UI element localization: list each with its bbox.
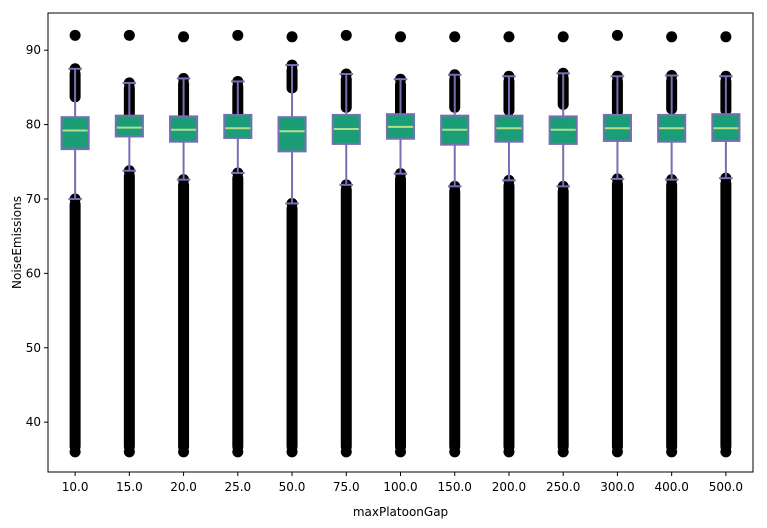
flier-band-lower bbox=[340, 184, 352, 452]
flier-group bbox=[178, 31, 190, 458]
flier-point-bottom bbox=[232, 446, 244, 458]
y-axis-label: NoiseEmissions bbox=[10, 196, 24, 289]
x-tick-label: 15.0 bbox=[116, 480, 143, 494]
flier-point-bottom bbox=[666, 446, 678, 458]
flier-point-top bbox=[503, 31, 515, 43]
flier-band-lower bbox=[720, 178, 732, 452]
y-tick-label: 40 bbox=[26, 415, 41, 429]
flier-point-top bbox=[611, 29, 623, 41]
flier-point-bottom bbox=[503, 446, 515, 458]
box-group-150.0 bbox=[440, 31, 470, 458]
flier-band-lower bbox=[666, 179, 678, 452]
x-tick-label: 100.0 bbox=[383, 480, 417, 494]
x-tick-label: 200.0 bbox=[492, 480, 526, 494]
flier-group bbox=[286, 31, 298, 458]
box-group-300.0 bbox=[602, 29, 632, 458]
flier-band-lower bbox=[69, 198, 81, 452]
flier-group bbox=[557, 31, 569, 458]
flier-point-bottom bbox=[340, 446, 352, 458]
flier-point-top bbox=[286, 31, 298, 43]
flier-point-bottom bbox=[286, 446, 298, 458]
box-group-20.0 bbox=[169, 31, 199, 458]
flier-point-bottom bbox=[449, 446, 461, 458]
flier-point-top bbox=[557, 31, 569, 43]
box-group-75.0 bbox=[331, 29, 361, 458]
box-group-400.0 bbox=[657, 31, 687, 458]
flier-point-top bbox=[123, 29, 135, 41]
flier-point-top bbox=[340, 29, 352, 41]
box-group-15.0 bbox=[114, 29, 144, 458]
box-group-50.0 bbox=[277, 31, 307, 458]
box-group-200.0 bbox=[494, 31, 524, 458]
flier-point-top bbox=[395, 31, 406, 43]
flier-group bbox=[69, 29, 81, 458]
box-body bbox=[114, 114, 144, 138]
x-tick-label: 20.0 bbox=[170, 480, 197, 494]
flier-point-bottom bbox=[611, 446, 623, 458]
flier-point-top bbox=[69, 29, 81, 41]
flier-band-lower bbox=[611, 178, 623, 452]
flier-band-lower bbox=[232, 172, 244, 452]
box-group-25.0 bbox=[223, 29, 253, 458]
flier-band-lower bbox=[178, 179, 190, 452]
flier-band-lower bbox=[123, 170, 135, 452]
x-tick-label: 300.0 bbox=[600, 480, 634, 494]
flier-group bbox=[503, 31, 515, 458]
flier-point-bottom bbox=[395, 446, 406, 458]
flier-band-lower bbox=[449, 186, 461, 452]
flier-band-lower bbox=[286, 203, 298, 452]
flier-band-lower bbox=[503, 180, 515, 452]
y-tick-label: 90 bbox=[26, 43, 41, 57]
flier-point-top bbox=[449, 31, 461, 43]
x-axis: 10.0 15.0 20.0 25.0 50.0 75.0 100.0 150.0 200.0 2… bbox=[62, 472, 743, 494]
x-axis-label: maxPlatoonGap bbox=[353, 505, 448, 519]
box-group-10.0 bbox=[60, 29, 90, 458]
flier-point-top bbox=[232, 29, 244, 41]
x-tick-label: 75.0 bbox=[333, 480, 360, 494]
flier-point-top bbox=[666, 31, 678, 43]
flier-point-bottom bbox=[69, 446, 81, 458]
flier-point-bottom bbox=[557, 446, 569, 458]
x-tick-label: 150.0 bbox=[438, 480, 472, 494]
flier-point-bottom bbox=[178, 446, 190, 458]
x-tick-label: 500.0 bbox=[709, 480, 743, 494]
box-body bbox=[60, 116, 90, 151]
y-axis: 40 50 60 70 80 90 bbox=[26, 43, 48, 429]
x-tick-label: 400.0 bbox=[654, 480, 688, 494]
box-group-250.0 bbox=[548, 31, 578, 458]
y-tick-label: 80 bbox=[26, 118, 41, 132]
y-tick-label: 70 bbox=[26, 192, 41, 206]
box-group-100.0 bbox=[385, 31, 416, 458]
y-tick-label: 50 bbox=[26, 341, 41, 355]
flier-point-bottom bbox=[720, 446, 732, 458]
box-group-500.0 bbox=[711, 31, 741, 458]
flier-band-lower bbox=[395, 173, 406, 452]
x-tick-label: 10.0 bbox=[62, 480, 89, 494]
box-body bbox=[277, 116, 307, 153]
plot-area bbox=[60, 29, 741, 458]
box-body bbox=[223, 113, 253, 139]
flier-point-top bbox=[720, 31, 732, 43]
y-tick-label: 60 bbox=[26, 266, 41, 280]
x-tick-label: 250.0 bbox=[546, 480, 580, 494]
x-tick-label: 50.0 bbox=[279, 480, 306, 494]
flier-point-top bbox=[178, 31, 190, 43]
flier-band-lower bbox=[557, 186, 569, 452]
x-tick-label: 25.0 bbox=[224, 480, 251, 494]
flier-point-bottom bbox=[123, 446, 135, 458]
flier-group bbox=[340, 29, 352, 458]
